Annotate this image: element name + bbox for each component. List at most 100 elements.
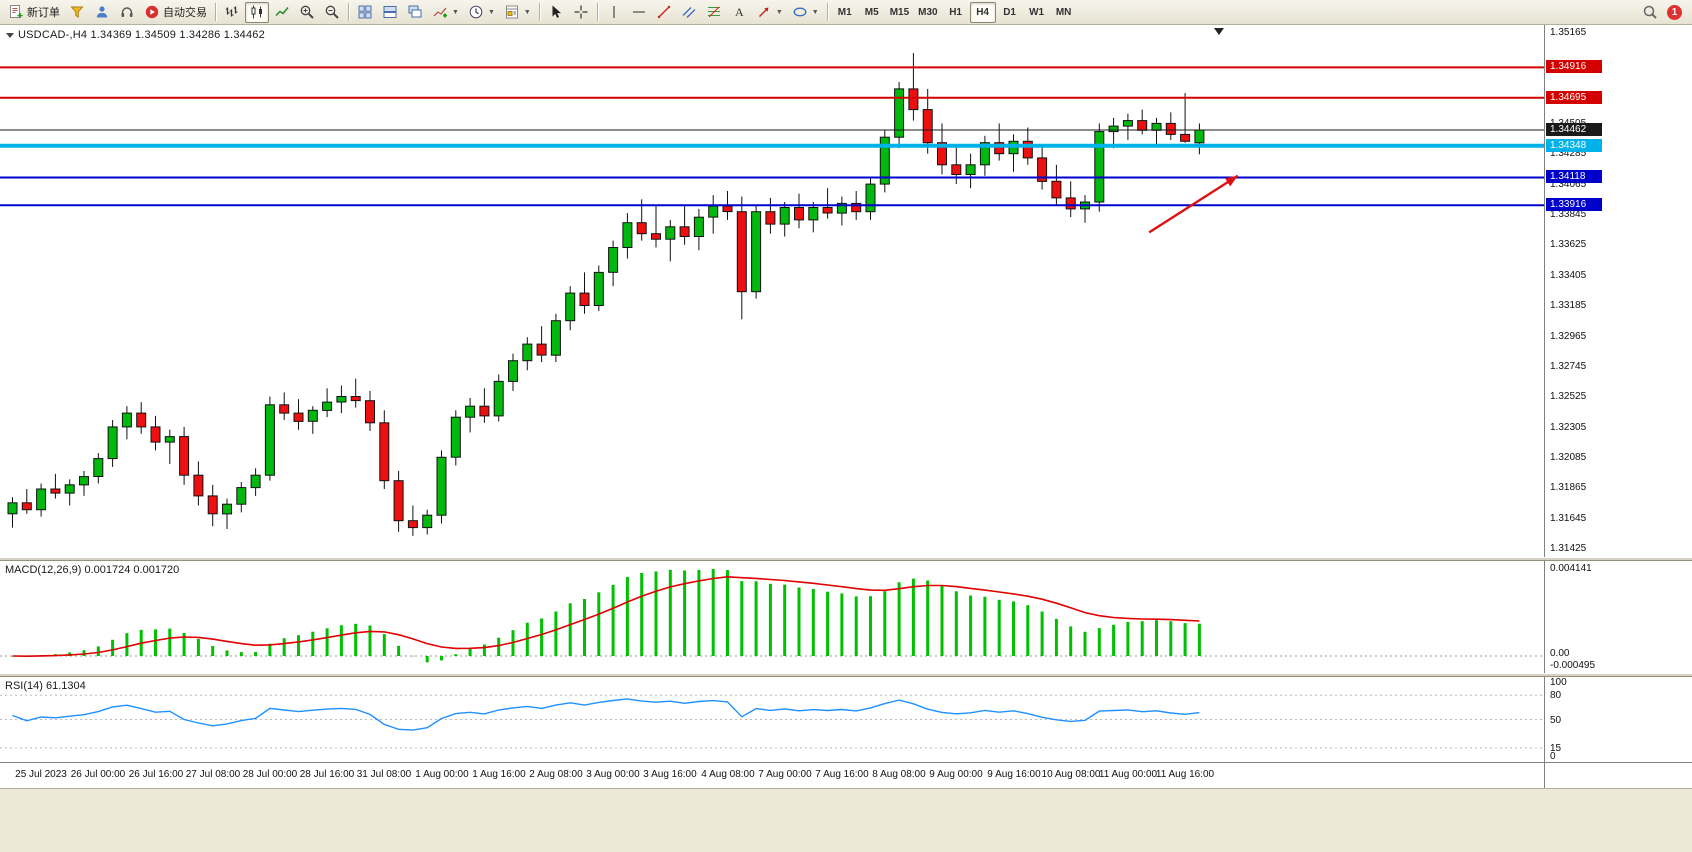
notification-badge[interactable]: 1: [1667, 4, 1682, 20]
autotrading-button[interactable]: 自动交易: [140, 2, 211, 23]
arrange-windows-button[interactable]: [378, 2, 402, 23]
autotrading-icon: [145, 5, 159, 19]
time-axis-label: 1 Aug 16:00: [472, 769, 526, 780]
timeframe-m5-button[interactable]: M5: [859, 2, 885, 23]
text-tool-button[interactable]: A: [727, 2, 751, 23]
autotrading-label: 自动交易: [163, 7, 207, 19]
chevron-down-icon: ▼: [811, 8, 819, 16]
timeframe-m15-button[interactable]: M15: [886, 2, 913, 23]
time-axis[interactable]: 25 Jul 2023 26 Jul 00:00 26 Jul 16:00 27 Ju…: [0, 763, 1544, 788]
price-tick: 1.32085: [1550, 452, 1587, 463]
cascade-windows-icon: [408, 5, 422, 18]
time-axis-label: 8 Aug 08:00: [872, 769, 926, 780]
time-axis-label: 4 Aug 08:00: [701, 769, 755, 780]
clock-icon: [469, 5, 483, 19]
price-badge: 1.33916: [1546, 198, 1602, 211]
macd-pane-canvas[interactable]: [0, 561, 1544, 673]
chart-shift-marker-icon[interactable]: [1214, 28, 1224, 35]
chart-profile-button[interactable]: [65, 2, 89, 23]
shapes-tool-button[interactable]: ▼: [788, 2, 823, 23]
templates-button[interactable]: ▼: [500, 2, 535, 23]
one-click-trading-arrow-icon[interactable]: [6, 33, 14, 38]
cascade-windows-button[interactable]: [403, 2, 427, 23]
timeframe-w1-button[interactable]: W1: [1024, 2, 1050, 23]
timeframe-m30-button[interactable]: M30: [914, 2, 941, 23]
candles-series: [7, 53, 1205, 536]
price-axis[interactable]: 0.004141 0.00 -0.000495 100 80 50 15 0 1.35165…: [1544, 25, 1692, 788]
periods-button[interactable]: ▼: [464, 2, 499, 23]
time-axis-label: 1 Aug 00:00: [415, 769, 469, 780]
price-tick: 1.32305: [1550, 422, 1587, 433]
price-tick: 1.33845: [1550, 209, 1587, 220]
vertical-line-tool-button[interactable]: [602, 2, 626, 23]
timeframe-d1-button[interactable]: D1: [997, 2, 1023, 23]
rsi-axis-label: 0: [1550, 751, 1556, 762]
time-axis-label: 7 Aug 00:00: [758, 769, 812, 780]
rsi-axis-label: 50: [1550, 715, 1562, 726]
candlestick-chart-button[interactable]: [245, 1, 269, 23]
timeframe-mn-button[interactable]: MN: [1051, 2, 1077, 23]
new-order-button[interactable]: 新订单: [4, 2, 64, 23]
pane-splitter[interactable]: [0, 673, 1692, 677]
main-toolbar: 新订单 自动交易 ▼ ▼: [0, 0, 1692, 25]
time-axis-label: 9 Aug 00:00: [929, 769, 983, 780]
trendline-icon: [657, 5, 671, 19]
candlestick-icon: [251, 5, 262, 19]
price-badge: 1.34462: [1546, 123, 1602, 136]
timeframe-m1-button[interactable]: M1: [832, 2, 858, 23]
zoom-in-button[interactable]: [295, 2, 319, 23]
time-axis-label: 26 Jul 16:00: [128, 769, 184, 780]
time-axis-label: 9 Aug 16:00: [987, 769, 1041, 780]
zoom-in-icon: [300, 5, 314, 19]
macd-axis-label: 0.00: [1550, 648, 1570, 659]
price-tick: 1.32965: [1550, 331, 1587, 342]
main-chart-canvas[interactable]: [0, 25, 1544, 557]
bar-chart-button[interactable]: [220, 2, 244, 23]
search-icon: [1643, 5, 1657, 19]
crosshair-button[interactable]: [569, 2, 593, 23]
price-tick: 1.32745: [1550, 361, 1587, 372]
rsi-axis-label: 80: [1550, 690, 1562, 701]
indicators-button[interactable]: ▼: [428, 2, 463, 23]
macd-histogram: [11, 569, 1201, 663]
toolbar-separator: [348, 3, 349, 21]
pane-splitter[interactable]: [0, 557, 1692, 561]
price-badge: 1.34695: [1546, 91, 1602, 104]
market-watch-button[interactable]: [90, 2, 114, 23]
chevron-down-icon: ▼: [775, 8, 783, 16]
search-button[interactable]: [1638, 2, 1662, 23]
channel-tool-button[interactable]: [677, 2, 701, 23]
new-order-icon: [10, 5, 23, 18]
cursor-button[interactable]: [544, 2, 568, 23]
fibonacci-tool-button[interactable]: [702, 2, 726, 23]
arrow-tool-icon: [758, 7, 769, 18]
tile-windows-button[interactable]: [353, 2, 377, 23]
template-icon: [505, 5, 518, 19]
zoom-out-icon: [325, 5, 339, 19]
macd-signal-line: [12, 575, 1200, 658]
channel-icon: [682, 7, 696, 18]
macd-axis-label: 0.004141: [1550, 563, 1592, 574]
rsi-label: RSI(14) 61.1304: [5, 680, 86, 692]
arrows-tool-button[interactable]: ▼: [752, 2, 787, 23]
trendline-tool-button[interactable]: [652, 2, 676, 23]
horizontal-line-tool-button[interactable]: [627, 2, 651, 23]
price-tick: 1.32525: [1550, 391, 1587, 402]
price-tick: 1.33185: [1550, 300, 1587, 311]
time-axis-label: 11 Aug 16:00: [1155, 769, 1215, 780]
trend-arrow-annotation[interactable]: [1148, 174, 1239, 234]
time-axis-label: 27 Jul 08:00: [185, 769, 241, 780]
support-button[interactable]: [115, 2, 139, 23]
timeframe-h4-button[interactable]: H4: [969, 1, 996, 23]
timeframe-h1-button[interactable]: H1: [943, 2, 969, 23]
zoom-out-button[interactable]: [320, 2, 344, 23]
rsi-pane-canvas[interactable]: [0, 677, 1544, 762]
text-icon: A: [735, 5, 744, 19]
time-axis-label: 28 Jul 16:00: [299, 769, 355, 780]
chevron-down-icon: ▼: [523, 8, 531, 16]
person-icon: [96, 6, 108, 18]
line-chart-button[interactable]: [270, 2, 294, 23]
cursor-icon: [552, 5, 561, 18]
price-badge: 1.34348: [1546, 139, 1602, 152]
headset-icon: [121, 7, 133, 17]
